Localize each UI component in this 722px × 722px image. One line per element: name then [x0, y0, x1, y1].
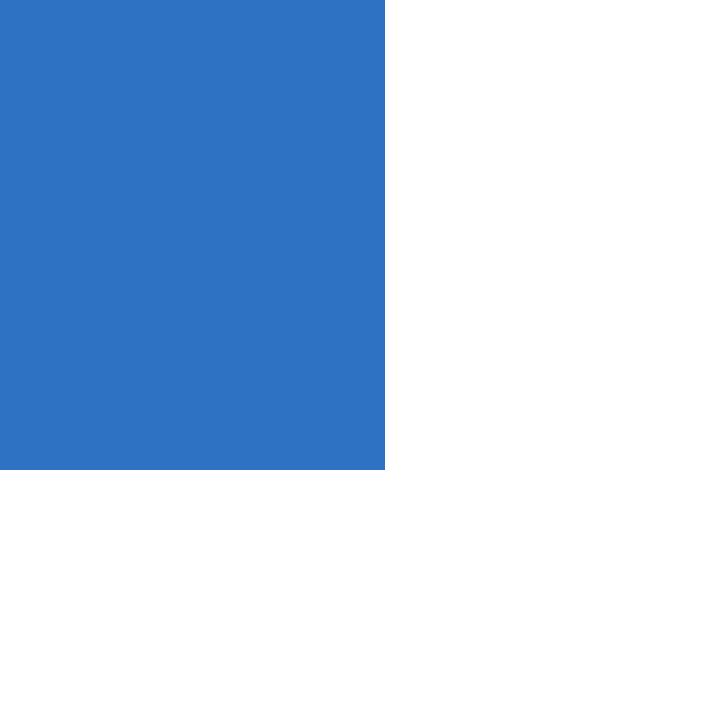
blue-rectangle [0, 0, 385, 470]
